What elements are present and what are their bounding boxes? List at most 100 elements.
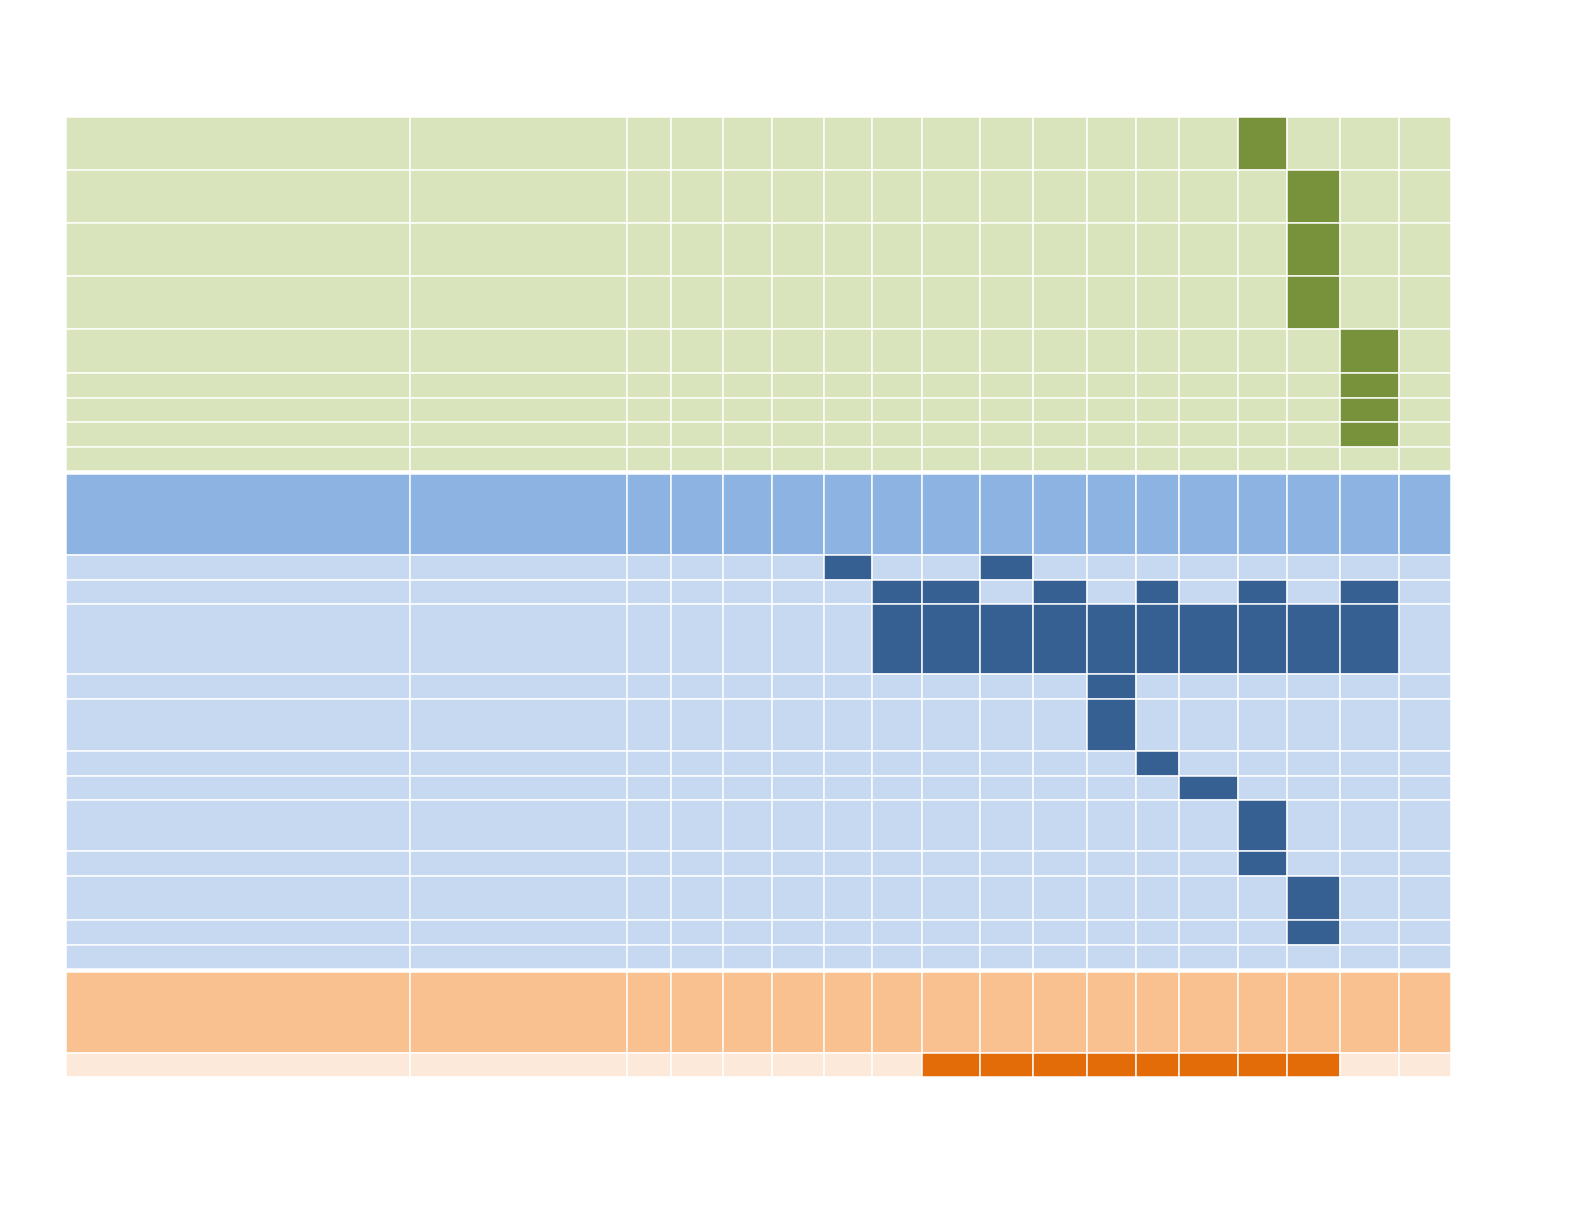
section-2-row-10-cell-col-5 [823, 875, 873, 921]
section-2-row-6-cell-col-3 [722, 750, 773, 777]
section-2-row-12-cell-col-11 [1135, 944, 1180, 970]
section-1-row-7-cell-col-5 [823, 421, 873, 448]
section-2-row-2-bar-col-9 [1032, 579, 1088, 605]
section-1-row-1-cell-col-11 [1135, 169, 1180, 224]
section-2-header-task-cell [65, 473, 411, 556]
section-1-row-0-cell-col-3 [722, 116, 773, 171]
section-1-row-5-cell-col-7 [921, 372, 981, 399]
section-2-row-12-detail-cell [409, 944, 628, 970]
section-2-row-4-bar-col-10 [1086, 673, 1137, 700]
section-2-row-9-cell-col-8 [979, 850, 1034, 877]
section-2-row-5-cell-col-4 [771, 698, 825, 752]
section-2-row-2-cell-col-14 [1286, 579, 1341, 605]
section-2-row-12-cell-col-6 [871, 944, 923, 970]
section-2-row-11-cell-col-10 [1086, 919, 1137, 946]
section-3-header-cell-col-11 [1135, 971, 1180, 1054]
section-1-row-6-cell-col-8 [979, 397, 1034, 423]
section-2-row-6-cell-col-4 [771, 750, 825, 777]
section-2-row-8-cell-col-12 [1178, 799, 1239, 852]
section-2-row-2-cell-col-2 [670, 579, 724, 605]
section-2-row-2-bar-col-11 [1135, 579, 1180, 605]
section-1-row-1-cell-col-13 [1237, 169, 1288, 224]
section-2-row-9-cell-col-9 [1032, 850, 1088, 877]
section-2-row-8-cell-col-14 [1286, 799, 1341, 852]
section-2-header-cell-col-16 [1398, 473, 1452, 556]
section-1-row-7-cell-col-1 [626, 421, 672, 448]
section-2-row-10-cell-col-1 [626, 875, 672, 921]
section-3-header-cell-col-10 [1086, 971, 1137, 1054]
section-1-row-7-cell-col-8 [979, 421, 1034, 448]
section-2-row-1-cell-col-14 [1286, 554, 1341, 581]
section-2-row-11-cell-col-16 [1398, 919, 1452, 946]
section-2-row-3-cell-col-4 [771, 603, 825, 675]
section-1-row-1-cell-col-7 [921, 169, 981, 224]
section-2-row-6-cell-col-6 [871, 750, 923, 777]
section-1-row-5-detail-cell [409, 372, 628, 399]
section-1-row-0-cell-col-4 [771, 116, 825, 171]
section-2-header-cell-col-13 [1237, 473, 1288, 556]
section-2-header-cell-col-2 [670, 473, 724, 556]
section-2-row-8-cell-col-2 [670, 799, 724, 852]
section-1-row-7-cell-col-12 [1178, 421, 1239, 448]
section-2-row-6-cell-col-7 [921, 750, 981, 777]
section-2-row-1-cell-col-7 [921, 554, 981, 581]
section-2-row-10-cell-col-7 [921, 875, 981, 921]
section-1-row-1-cell-col-1 [626, 169, 672, 224]
section-2-row-8-cell-col-5 [823, 799, 873, 852]
section-2-row-12-cell-col-9 [1032, 944, 1088, 970]
section-2-row-9-cell-col-5 [823, 850, 873, 877]
section-1-row-5-cell-col-10 [1086, 372, 1137, 399]
section-2-row-9-cell-col-10 [1086, 850, 1137, 877]
section-2-row-3-bar-col-12 [1178, 603, 1239, 675]
section-2-row-7-detail-cell [409, 775, 628, 801]
section-2-row-11-detail-cell [409, 919, 628, 946]
section-2-row-2-cell-col-8 [979, 579, 1034, 605]
section-2-row-4-cell-col-2 [670, 673, 724, 700]
section-2-row-6-cell-col-1 [626, 750, 672, 777]
section-2-row-2-cell-col-1 [626, 579, 672, 605]
section-1-row-1-bar-col-14 [1286, 169, 1341, 224]
section-1-row-7-cell-col-11 [1135, 421, 1180, 448]
section-1-row-4-cell-col-11 [1135, 328, 1180, 374]
section-1-row-0-cell-col-1 [626, 116, 672, 171]
section-1-row-5-cell-col-3 [722, 372, 773, 399]
section-3-row-1-cell-col-3 [722, 1052, 773, 1078]
section-1-row-0-cell-col-12 [1178, 116, 1239, 171]
section-1-row-2-cell-col-13 [1237, 222, 1288, 277]
section-2-row-7-cell-col-13 [1237, 775, 1288, 801]
section-2-row-2-cell-col-10 [1086, 579, 1137, 605]
section-2-row-7-cell-col-10 [1086, 775, 1137, 801]
section-2-row-3-bar-col-15 [1339, 603, 1400, 675]
section-2-row-5-cell-col-12 [1178, 698, 1239, 752]
section-2-row-8-cell-col-15 [1339, 799, 1400, 852]
section-3-header-cell-col-1 [626, 971, 672, 1054]
section-2-row-1-cell-col-6 [871, 554, 923, 581]
section-2-row-7-cell-col-16 [1398, 775, 1452, 801]
section-1-row-1-cell-col-5 [823, 169, 873, 224]
section-3-header-cell-col-12 [1178, 971, 1239, 1054]
section-1-row-3-cell-col-6 [871, 275, 923, 330]
section-2-row-8-bar-col-13 [1237, 799, 1288, 852]
section-2-row-12-cell-col-14 [1286, 944, 1341, 970]
section-2-row-5-cell-col-1 [626, 698, 672, 752]
section-2-row-1-cell-col-16 [1398, 554, 1452, 581]
section-2-row-9-cell-col-4 [771, 850, 825, 877]
section-1-row-1-cell-col-15 [1339, 169, 1400, 224]
section-2-row-1-cell-col-1 [626, 554, 672, 581]
section-3-header-cell-col-14 [1286, 971, 1341, 1054]
section-3-header-detail-cell [409, 971, 628, 1054]
section-2-row-11-cell-col-4 [771, 919, 825, 946]
section-1-row-0-cell-col-14 [1286, 116, 1341, 171]
section-1-row-3-cell-col-16 [1398, 275, 1452, 330]
section-1-row-1-cell-col-12 [1178, 169, 1239, 224]
section-1-row-3-cell-col-8 [979, 275, 1034, 330]
section-3-row-1-bar-col-9 [1032, 1052, 1088, 1078]
section-1-row-3-cell-col-10 [1086, 275, 1137, 330]
section-1-row-5-cell-col-14 [1286, 372, 1341, 399]
section-1-row-0-detail-cell [409, 116, 628, 171]
section-2-row-7-cell-col-4 [771, 775, 825, 801]
section-2-row-12-cell-col-7 [921, 944, 981, 970]
section-2-row-10-cell-col-3 [722, 875, 773, 921]
section-1-row-6-cell-col-2 [670, 397, 724, 423]
section-1-row-2-task-cell [65, 222, 411, 277]
